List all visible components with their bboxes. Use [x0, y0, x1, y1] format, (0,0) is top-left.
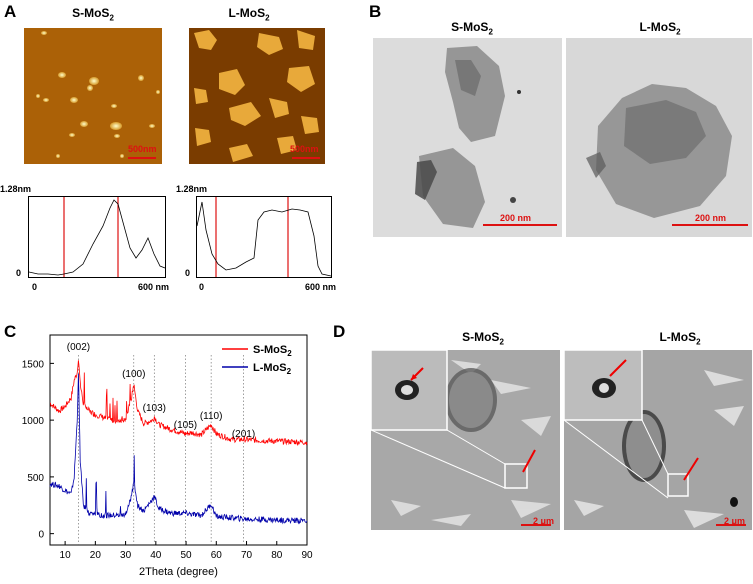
cell-l-mos2-title: L-MoS2 [659, 330, 701, 347]
panel-d-letter: D [333, 322, 346, 341]
xrd-xtick-label-8: 90 [301, 550, 313, 561]
xrd-x-axis-label: 2Theta (degree) [139, 566, 218, 578]
afm-image-s-mos2 [24, 28, 162, 164]
panel-b-letter: B [369, 2, 382, 21]
xrd-plot-frame [49, 334, 308, 546]
cell-l-scale-label: 2 μm [724, 516, 746, 526]
profile-l-x0-label: 0 [199, 282, 205, 292]
height-profile-s-mos2 [28, 196, 166, 278]
height-profile-l-mos2 [196, 196, 332, 278]
xrd-xtick-label-5: 60 [211, 550, 223, 561]
xrd-chart: 10 20 30 40 50 60 70 80 90 0 500 1000 1500 2Theta (d… [22, 334, 313, 578]
tem-image-l-mos2 [566, 38, 752, 237]
xrd-xtick-label-3: 40 [150, 550, 162, 561]
xrd-legend-label-0: S-MoS2 [253, 344, 292, 358]
afm-s-scale-bar [128, 157, 156, 159]
profile-s-x0-label: 0 [32, 282, 38, 292]
cell-s-scale-label: 2 μm [533, 516, 555, 526]
xrd-ytick-label-1: 500 [27, 473, 44, 484]
afm-l-scale-bar [292, 157, 320, 159]
xrd-peak-label-4: (110) [200, 411, 223, 422]
afm-image-l-mos2 [189, 28, 325, 164]
xrd-ytick-label-0: 0 [38, 530, 44, 541]
xrd-peak-label-5: (201) [232, 429, 255, 440]
xrd-peak-label-3: (105) [174, 420, 197, 431]
cell-image-s-mos2 [371, 350, 560, 530]
tem-s-mos2-title: S-MoS2 [451, 20, 493, 37]
afm-s-scale-label: 500nm [128, 144, 157, 154]
xrd-legend-label-1: L-MoS2 [253, 362, 292, 376]
xrd-xtick-label-4: 50 [180, 550, 192, 561]
panel-a-letter: A [4, 2, 17, 21]
xrd-xtick-label-1: 20 [90, 550, 102, 561]
xrd-peak-label-2: (103) [143, 403, 166, 414]
profile-l-x1-label: 600 nm [305, 282, 337, 292]
profile-s-x1-label: 600 nm [138, 282, 170, 292]
xrd-xtick-label-7: 80 [271, 550, 283, 561]
profile-l-zero-label: 0 [185, 268, 191, 278]
profile-l-top-label: 1.28nm [176, 184, 208, 194]
panel-c-letter: C [4, 322, 17, 341]
cell-image-l-mos2 [564, 350, 752, 530]
xrd-xtick-label-6: 70 [241, 550, 253, 561]
tem-image-s-mos2 [373, 38, 562, 237]
xrd-series-line-0 [50, 360, 308, 447]
xrd-series-line-1 [49, 373, 308, 525]
xrd-xtick-label-2: 30 [120, 550, 132, 561]
xrd-xtick-label-0: 10 [60, 550, 72, 561]
xrd-ytick-label-3: 1500 [22, 359, 45, 370]
xrd-peak-label-1: (100) [122, 369, 145, 380]
profile-s-zero-label: 0 [16, 268, 22, 278]
xrd-peak-label-0: (002) [67, 342, 90, 353]
tem-l-mos2-title: L-MoS2 [639, 20, 681, 37]
profile-s-top-label: 1.28nm [0, 184, 32, 194]
afm-l-scale-label: 500nm [290, 144, 319, 154]
afm-l-mos2-title: L-MoS2 [228, 6, 270, 23]
tem-s-scale-label: 200 nm [500, 213, 532, 223]
cell-s-mos2-title: S-MoS2 [462, 330, 504, 347]
afm-s-mos2-title: S-MoS2 [72, 6, 114, 23]
xrd-ytick-label-2: 1000 [22, 416, 45, 427]
tem-l-scale-label: 200 nm [695, 213, 727, 223]
